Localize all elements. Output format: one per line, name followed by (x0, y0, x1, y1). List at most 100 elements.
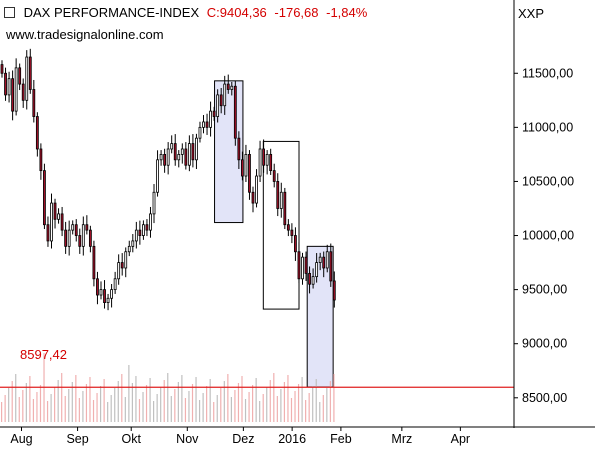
candle-body (50, 202, 53, 242)
candle-body (255, 175, 258, 204)
candle-body (134, 229, 138, 242)
candle-body (177, 154, 181, 161)
candle-body (318, 256, 322, 263)
volume-bar (75, 375, 77, 422)
candle-body (251, 191, 255, 204)
volume-bar (124, 397, 126, 422)
volume-bar (177, 382, 179, 422)
volume-bar (163, 380, 165, 422)
volume-bar (266, 387, 268, 422)
candle-body (248, 154, 251, 193)
volume-bar (121, 374, 123, 422)
candle-body (28, 56, 32, 90)
volume-bar (241, 376, 243, 422)
y-tick-label: 9500,00 (522, 283, 567, 297)
candle-body (64, 229, 68, 247)
candle-body (99, 289, 103, 296)
candle-body (276, 181, 280, 209)
volume-bar (290, 398, 293, 422)
volume-bar (227, 374, 229, 422)
volume-bar (96, 393, 98, 422)
candle-body (71, 224, 75, 231)
candle-body (315, 262, 319, 278)
volume-bar (301, 377, 303, 422)
volume-bar (252, 385, 254, 422)
volume-bar (50, 394, 52, 422)
volume-bar (46, 401, 49, 422)
y-tick-label: 9000,00 (522, 337, 567, 351)
volume-bar (156, 394, 158, 422)
candle-body (7, 78, 11, 96)
volume-bar (191, 384, 194, 422)
candle-body (212, 110, 216, 117)
candle-body (113, 278, 117, 291)
volume-bar (234, 390, 236, 422)
candle-body (283, 191, 287, 226)
candle-body (166, 148, 170, 166)
volume-bar (216, 395, 218, 422)
candles (0, 48, 336, 311)
candle-body (180, 148, 184, 155)
instrument-name: DAX PERFORMANCE-INDEX (23, 5, 200, 20)
volume-bar (145, 385, 148, 422)
volume-bar (1, 402, 3, 422)
series-checkbox[interactable] (4, 7, 15, 18)
candle-body (110, 289, 113, 299)
volume-bar (99, 386, 102, 422)
candle-body (96, 278, 99, 296)
volume-bar (184, 398, 187, 422)
volume-bar (89, 377, 91, 422)
volume-bar (237, 383, 240, 422)
candle-body (92, 245, 96, 280)
candle-body (159, 154, 163, 161)
volume-bar (138, 399, 141, 422)
candle-body (18, 67, 22, 85)
candle-body (67, 229, 71, 247)
volume-bar (36, 392, 38, 422)
ticker-symbol: XXP (518, 6, 545, 21)
volume-bar (131, 383, 134, 422)
candle-body (46, 224, 50, 242)
volume-bar (280, 389, 282, 422)
volume-bar (322, 395, 324, 422)
candle-body (74, 224, 78, 236)
candle-body (53, 202, 57, 220)
volume-bar (8, 388, 10, 422)
candle-body (88, 229, 92, 247)
candle-body (308, 272, 311, 285)
volume-bar (64, 396, 66, 422)
volume-bar (209, 379, 211, 422)
candle-body (32, 89, 36, 117)
volume-bar (15, 374, 17, 422)
volume-bar (167, 373, 169, 422)
candle-body (170, 143, 174, 150)
volume-bar (188, 391, 190, 422)
candle-body (198, 126, 202, 139)
candle-body (60, 213, 64, 231)
volume-bar (283, 382, 286, 422)
volume-bar (315, 379, 317, 422)
volume-bar (206, 386, 208, 422)
candle-body (195, 137, 198, 161)
chart-title-row: DAX PERFORMANCE-INDEX C:9404,36 -176,68 … (4, 5, 371, 20)
candle-body (124, 251, 128, 269)
volume-bar (195, 377, 197, 422)
candle-body (230, 85, 234, 90)
volume-bar (107, 402, 109, 422)
candle-body (209, 110, 212, 128)
candle-body (163, 154, 167, 166)
volume-bar (54, 387, 56, 422)
highlight-boxes (214, 80, 334, 388)
volume-bar (128, 365, 130, 422)
volume-bar (255, 378, 257, 422)
volume-bar (103, 379, 105, 422)
candle-body (191, 143, 195, 161)
volume-bar (319, 402, 321, 422)
candle-body (138, 229, 142, 236)
volume-bar (220, 388, 222, 422)
volume-bar (248, 392, 250, 422)
volume-bar (329, 381, 331, 422)
volume-bar (305, 400, 307, 422)
y-tick-label: 11000,00 (522, 120, 573, 134)
